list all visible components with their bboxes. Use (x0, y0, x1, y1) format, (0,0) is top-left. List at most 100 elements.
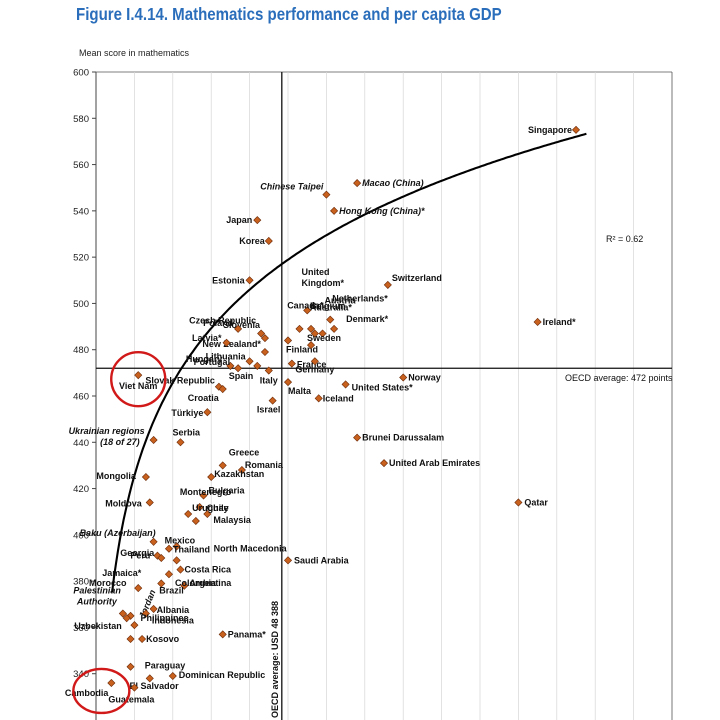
data-point-brazil (157, 579, 166, 588)
data-label-austria: Austria (325, 296, 357, 306)
data-point-france (287, 359, 296, 368)
data-point-albania (149, 604, 158, 613)
data-label-sweden: Sweden (307, 333, 341, 343)
y-tick-label: 480 (73, 345, 89, 356)
data-label-united-states: United States* (352, 382, 414, 392)
data-label-italy: Italy (260, 376, 278, 386)
data-label-greece: Greece (229, 447, 260, 457)
data-label-korea: Korea (239, 236, 266, 246)
data-point-brunei-darussalam (353, 433, 362, 442)
y-tick-label: 500 (73, 299, 89, 310)
data-point-korea (264, 236, 273, 245)
y-tick-label: 560 (73, 160, 89, 171)
data-point-paraguay (145, 674, 154, 683)
data-point-viet-nam (134, 371, 143, 380)
y-tick-label: 380 (73, 577, 89, 588)
data-point-colombia (164, 570, 173, 579)
data-point-denmark (330, 324, 339, 333)
data-point-australia (310, 329, 319, 338)
data-point-chile (195, 503, 204, 512)
data-point-mongolia (141, 472, 150, 482)
oecd-average-gdp-label: OECD average: USD 48 388 (270, 601, 280, 718)
data-point-kazakhstan (207, 472, 216, 482)
data-label-montenegro: Montenegro (180, 487, 232, 497)
data-point-singapore (571, 125, 581, 134)
data-point-latvia (222, 338, 231, 347)
data-label-brazil: Brazil (159, 585, 184, 595)
data-point-el-salvador (126, 662, 135, 671)
data-point-hungary (226, 361, 235, 370)
y-tick-label: 460 (73, 392, 89, 403)
data-label-ukrainian-regions: Ukrainian regions (18 of 27) (69, 426, 145, 447)
data-point-jamaica (134, 584, 143, 593)
data-label-uzbekistan: Uzbekistan (74, 621, 122, 631)
data-label-paraguay: Paraguay (145, 660, 186, 670)
data-label-bulgaria: Bulgaria (209, 486, 246, 496)
y-tick-label: 360 (73, 623, 89, 634)
data-label-singapore: Singapore (528, 125, 572, 135)
data-label-romania: Romania (245, 460, 284, 470)
data-point-morocco (126, 611, 135, 620)
data-point-palestinian-authority (118, 609, 127, 618)
data-label-jamaica: Jamaica* (102, 568, 142, 578)
data-label-moldova: Moldova (105, 498, 142, 508)
data-point-poland (234, 324, 243, 333)
y-tick-label: 580 (73, 114, 89, 125)
data-label-chile: Chile (207, 503, 229, 513)
data-label-spain: Spain (229, 371, 254, 381)
figure-title: Figure I.4.14. Mathematics performance a… (76, 4, 502, 24)
data-label-new-zealand: New Zealand* (202, 339, 261, 349)
data-label-norway: Norway (408, 372, 441, 382)
data-point-saudi-arabia (283, 556, 293, 565)
data-point-czech-republic (257, 329, 266, 338)
data-label-morocco: Morocco (89, 578, 127, 588)
data-point-netherlands (326, 315, 335, 324)
data-point-slovenia (260, 334, 269, 343)
data-point-canada (303, 306, 312, 315)
data-label-thailand: Thailand (173, 545, 210, 555)
data-label-north-macedonia: North Macedonia (214, 543, 288, 553)
data-label-united-kingdom: United Kingdom* (302, 267, 345, 288)
data-label-ireland: Ireland* (543, 317, 577, 327)
data-point-sweden (307, 341, 316, 350)
data-point-belgium (307, 324, 316, 333)
data-point-iceland (314, 394, 323, 403)
data-point-uruguay (184, 510, 193, 519)
data-point-panama (218, 630, 227, 639)
data-point-serbia (176, 438, 185, 447)
data-label-iceland: Iceland (323, 393, 354, 403)
data-label-saudi-arabia: Saudi Arabia (294, 555, 350, 565)
y-tick-label: 600 (73, 68, 89, 79)
data-point-spain (253, 361, 262, 370)
data-point-guatemala (130, 683, 139, 692)
data-point-mexico (172, 542, 181, 551)
data-point-philippines (126, 634, 135, 644)
trend-curve (111, 132, 587, 593)
data-label-kosovo: Kosovo (146, 634, 180, 644)
data-point-lithuania (245, 357, 254, 366)
data-point-israel (268, 396, 277, 405)
data-label-malaysia: Malaysia (213, 515, 252, 525)
data-point-ireland (533, 317, 542, 326)
data-label-argentina: Argentina (189, 578, 232, 588)
data-point-thailand (164, 544, 173, 553)
data-label-canada: Canada* (287, 300, 324, 310)
data-point-malta (283, 378, 293, 387)
data-label-kazakhstan: Kazakhstan (214, 469, 264, 479)
data-label-hong-kong-china: Hong Kong (China)* (339, 206, 425, 216)
y-tick-label: 540 (73, 206, 89, 217)
data-point-switzerland (383, 280, 392, 289)
data-label-serbia: Serbia (172, 427, 201, 437)
data-point-ukrainian-regions-18-of-27 (149, 435, 158, 444)
data-label-israel: Israel (257, 405, 281, 415)
data-point-greece (218, 461, 227, 470)
data-label-albania: Albania (157, 605, 191, 615)
data-label-germany: Germany (295, 364, 334, 374)
data-label-poland: Poland (203, 318, 233, 328)
data-point-north-macedonia (172, 556, 181, 565)
data-label-netherlands: Netherlands* (332, 294, 388, 304)
data-label-mexico: Mexico (165, 535, 196, 545)
data-label-estonia: Estonia (212, 275, 246, 285)
data-point-malaysia (203, 510, 212, 519)
data-point-norway (399, 373, 408, 382)
